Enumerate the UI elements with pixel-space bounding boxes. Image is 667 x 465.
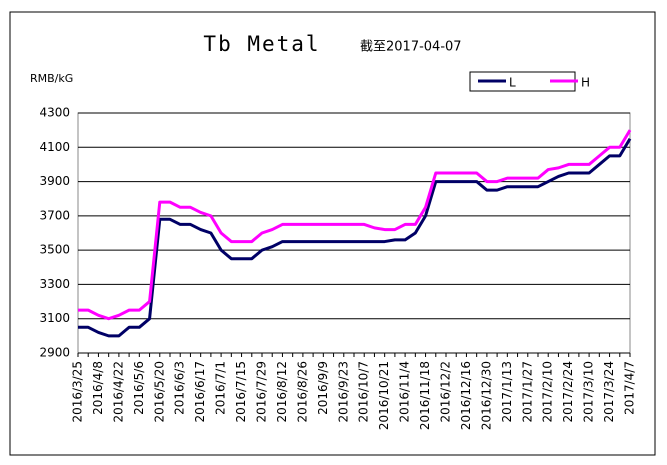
x-tick-label: 2017/1/13 <box>500 361 514 423</box>
x-tick-label: 2017/2/24 <box>561 361 575 423</box>
series-line <box>78 129 632 321</box>
series-line <box>78 137 632 338</box>
x-tick-label: 2016/9/23 <box>336 361 350 423</box>
legend-label: L <box>509 76 516 90</box>
x-tick-label: 2017/2/10 <box>541 361 555 423</box>
y-tick-label: 3700 <box>39 208 70 222</box>
x-tick-label: 2017/3/10 <box>582 361 596 423</box>
x-tick-label: 2016/12/30 <box>479 361 493 430</box>
x-tick-label: 2017/1/27 <box>520 361 534 423</box>
legend-label: H <box>581 76 590 90</box>
y-tick-label: 3900 <box>39 174 70 188</box>
chart-subtitle: 截至2017-04-07 <box>360 40 462 55</box>
y-axis-label: RMB/kG <box>30 72 73 85</box>
x-tick-label: 2016/7/1 <box>214 361 228 415</box>
x-tick-label: 2016/7/29 <box>255 361 269 423</box>
y-tick-label: 3300 <box>39 277 70 291</box>
x-tick-label: 2016/6/3 <box>173 361 187 415</box>
y-tick-label: 4300 <box>39 106 70 120</box>
y-tick-label: 3100 <box>39 311 70 325</box>
x-tick-label: 2016/7/15 <box>234 361 248 423</box>
x-tick-label: 2016/12/2 <box>439 361 453 423</box>
y-tick-label: 4100 <box>39 140 70 154</box>
x-tick-label: 2016/12/16 <box>459 361 473 430</box>
x-tick-label: 2016/8/12 <box>275 361 289 423</box>
x-tick-label: 2016/8/26 <box>295 361 309 423</box>
x-tick-label: 2016/10/7 <box>357 361 371 423</box>
x-tick-label: 2016/9/9 <box>316 361 330 415</box>
x-tick-label: 2016/6/17 <box>193 361 207 423</box>
plot-area <box>77 112 631 354</box>
x-tick-label: 2016/5/20 <box>152 361 166 423</box>
x-tick-label: 2016/11/18 <box>418 361 432 430</box>
y-tick-label: 2900 <box>39 346 70 360</box>
x-tick-label: 2017/4/7 <box>623 361 637 415</box>
x-tick-label: 2016/3/25 <box>71 361 85 423</box>
chart-title: Tb Metal <box>203 32 320 56</box>
y-tick-label: 3500 <box>39 243 70 257</box>
x-tick-label: 2016/10/21 <box>377 361 391 430</box>
x-tick-label: 2016/4/22 <box>111 361 125 423</box>
x-tick-label: 2017/3/24 <box>602 361 616 423</box>
x-tick-label: 2016/5/6 <box>132 361 146 415</box>
x-tick-label: 2016/11/4 <box>398 361 412 423</box>
x-tick-label: 2016/4/8 <box>91 361 105 415</box>
